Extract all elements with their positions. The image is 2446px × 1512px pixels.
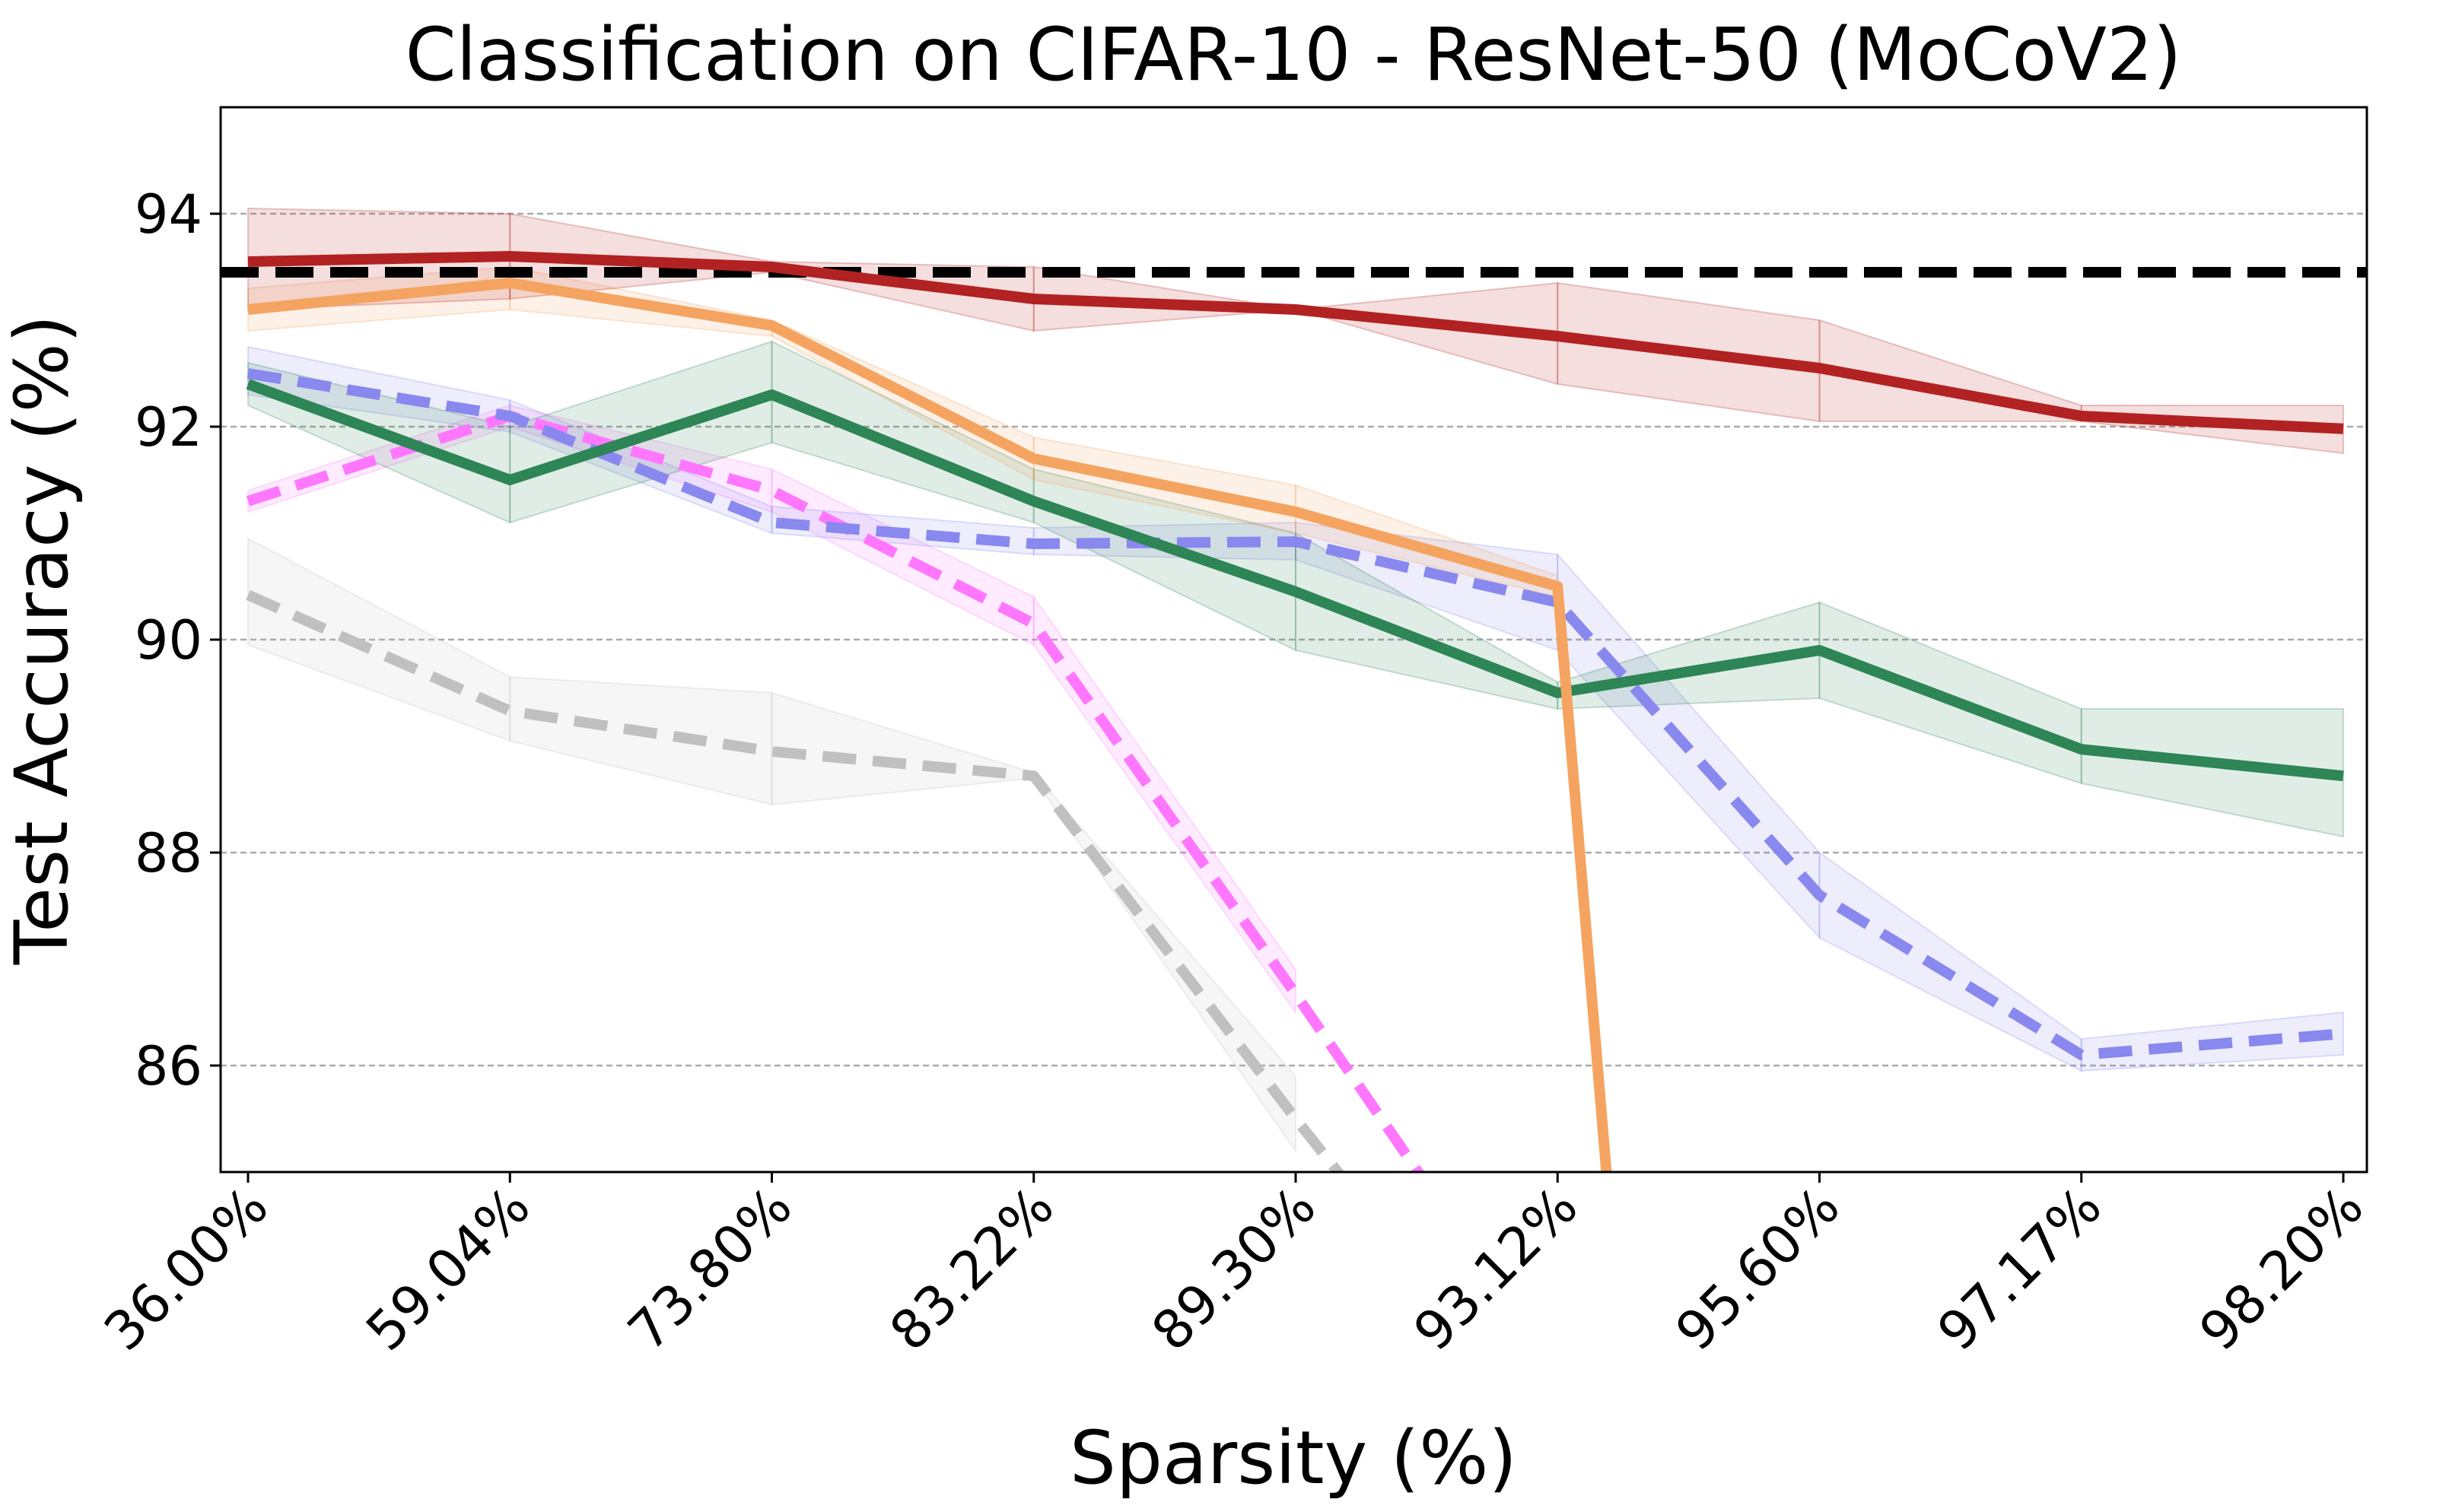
x-tick-label: 73.80% bbox=[616, 1175, 804, 1363]
y-tick-label: 90 bbox=[135, 609, 202, 672]
series-line bbox=[246, 589, 1345, 1172]
series-line bbox=[246, 379, 2344, 782]
series-line bbox=[247, 278, 1612, 1172]
grid bbox=[221, 212, 2367, 1067]
confidence-band bbox=[2080, 708, 2344, 838]
confidence-band bbox=[1818, 851, 2082, 1072]
axes: 86 88 90 92 94 36.00% 59.04% 73.80% 83.22% 89.30%… bbox=[92, 183, 2375, 1363]
confidence-band bbox=[1818, 601, 2082, 785]
lines bbox=[246, 251, 2344, 1172]
series-line bbox=[246, 411, 1425, 1172]
confidence-band bbox=[771, 468, 1035, 646]
confidence-band bbox=[247, 537, 511, 742]
confidence-band bbox=[771, 691, 1035, 806]
x-tick-label: 89.30% bbox=[1140, 1175, 1328, 1363]
x-tick-label: 97.17% bbox=[1926, 1175, 2114, 1363]
series-line bbox=[247, 251, 2344, 434]
x-axis-label: Sparsity (%) bbox=[1070, 1415, 1517, 1501]
x-tick-label: 36.00% bbox=[92, 1175, 280, 1363]
y-tick-label: 92 bbox=[135, 396, 202, 459]
x-tick-label: 59.04% bbox=[355, 1175, 542, 1363]
bands bbox=[247, 207, 2344, 1154]
x-tick-label: 83.22% bbox=[878, 1175, 1066, 1363]
chart-title: Classification on CIFAR-10 - ResNet-50 (… bbox=[406, 12, 2182, 97]
x-tick-label: 95.60% bbox=[1664, 1175, 1852, 1363]
x-tick-label: 98.20% bbox=[2187, 1175, 2375, 1363]
y-axis-label: Test Accuracy (%) bbox=[0, 315, 84, 965]
y-tick-label: 86 bbox=[135, 1035, 202, 1097]
y-tick-label: 88 bbox=[135, 822, 202, 885]
x-tick-label: 93.12% bbox=[1402, 1175, 1590, 1363]
confidence-band bbox=[509, 675, 773, 806]
y-tick-label: 94 bbox=[135, 183, 202, 246]
